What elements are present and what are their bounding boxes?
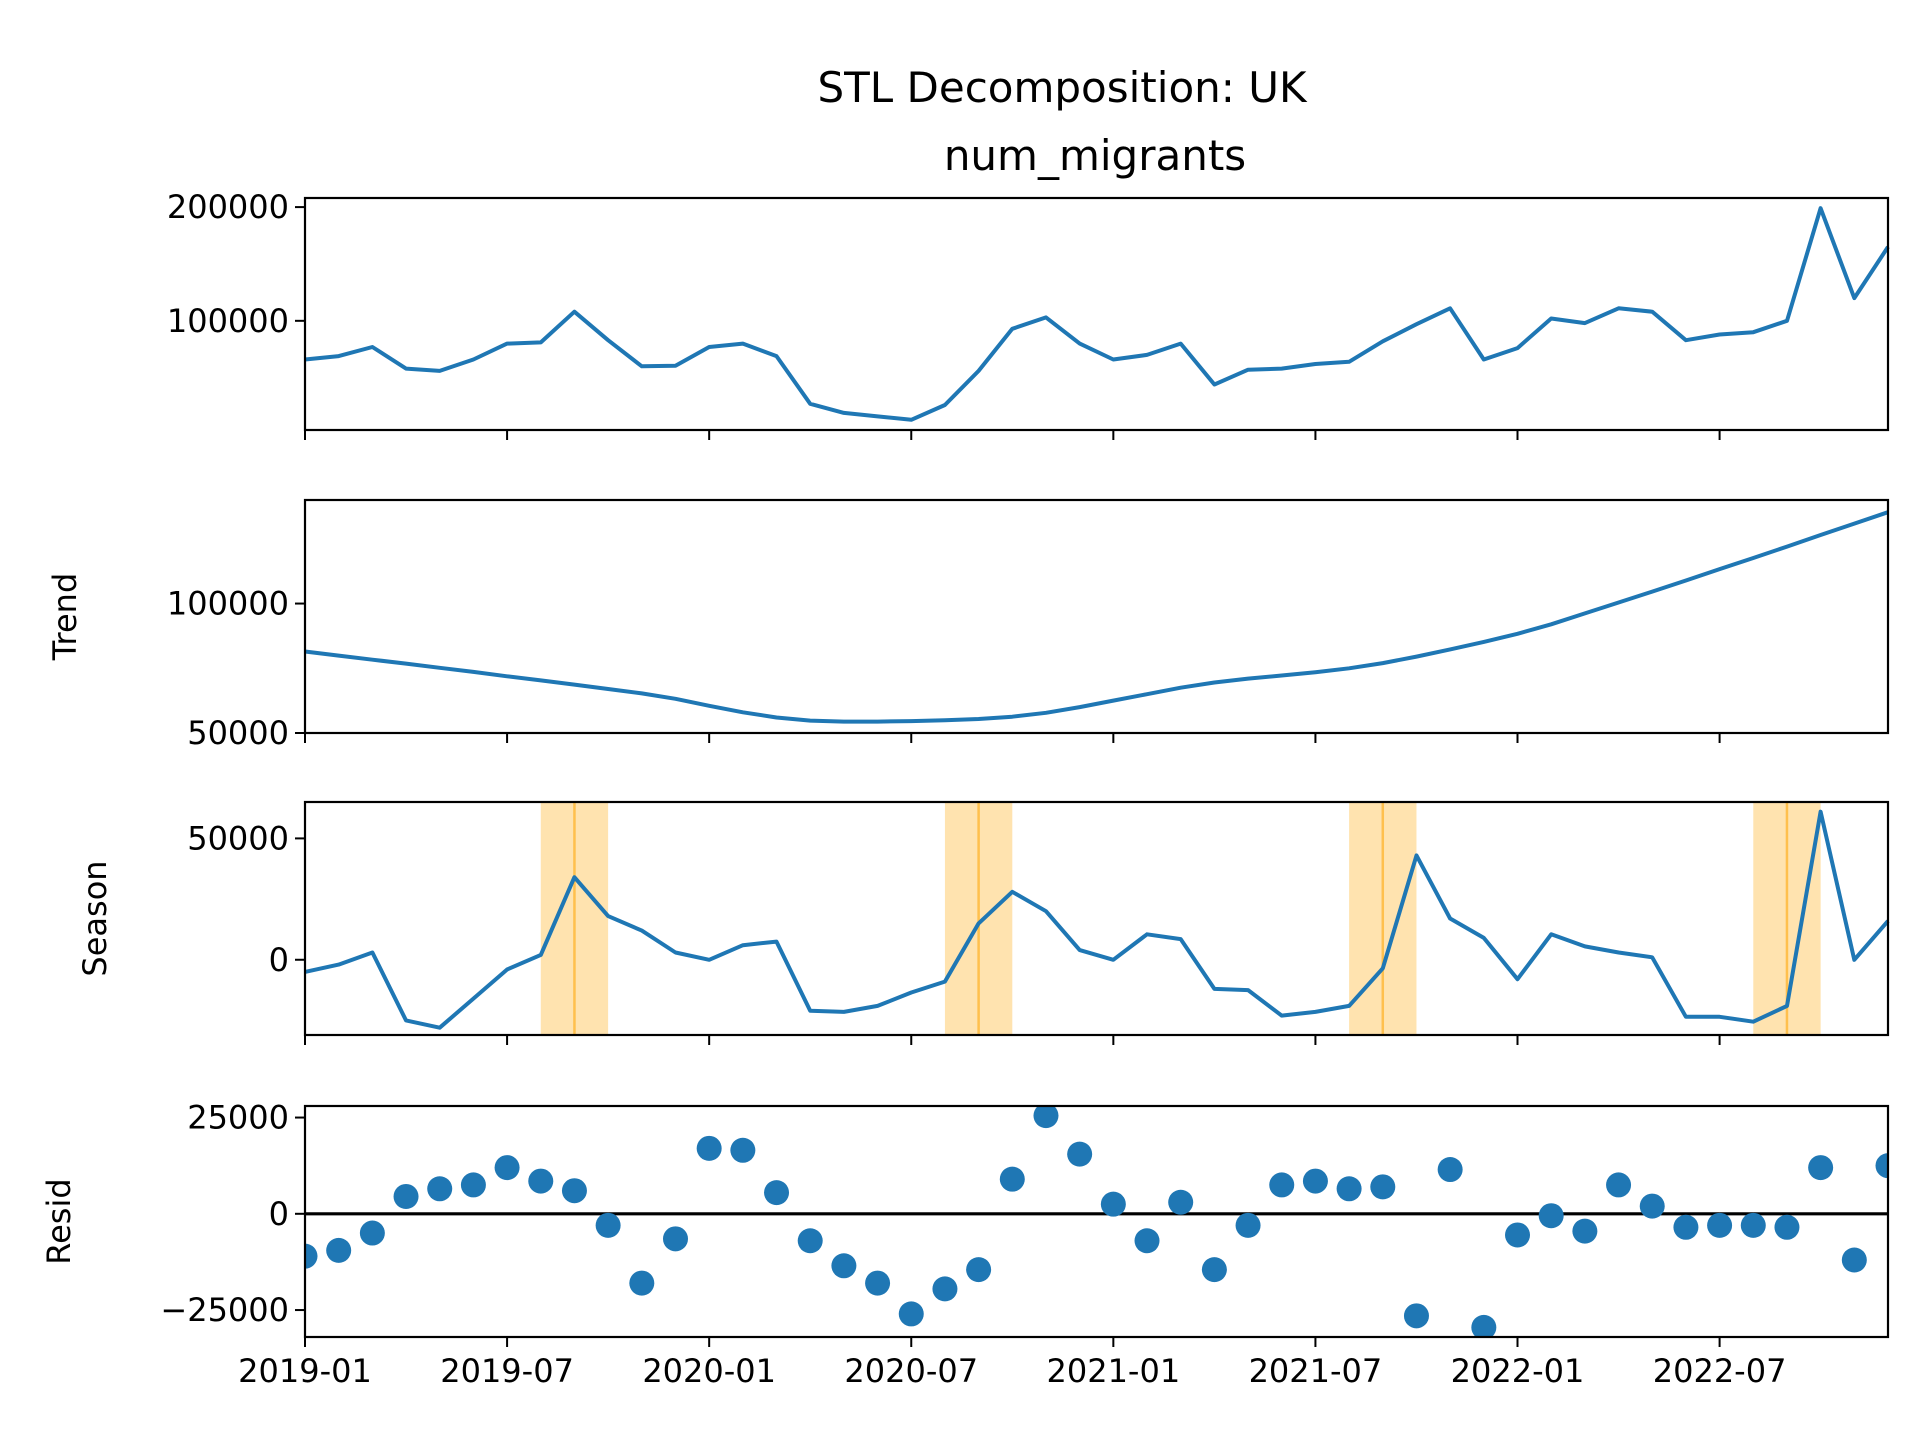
panel-resid: −25000 0 25000 Resid 2019-01 2019-07 2020-01 20…: [40, 1099, 1890, 1390]
resid-point: [1437, 1157, 1463, 1183]
resid-point: [1673, 1214, 1699, 1240]
resid-point: [1841, 1247, 1867, 1273]
panels: 100000 200000 50000 100000 Trend 0 50000 Season…: [40, 188, 1890, 1390]
observed-series-line: [304, 206, 1890, 422]
y-tick-label: −25000: [160, 1291, 289, 1329]
resid-point: [966, 1257, 992, 1283]
resid-point: [561, 1178, 587, 1204]
resid-point: [1269, 1172, 1295, 1198]
resid-point: [1606, 1172, 1632, 1198]
y-axis-label: Season: [76, 860, 114, 976]
resid-point: [1875, 1153, 1888, 1179]
season-series-line: [304, 809, 1890, 1030]
y-tick-label: 50000: [187, 819, 289, 857]
resid-point: [1201, 1257, 1227, 1283]
resid-point: [831, 1253, 857, 1279]
x-tick-label: 2021-07: [1249, 1352, 1383, 1390]
x-tick-label: 2022-01: [1451, 1352, 1585, 1390]
x-tick-label: 2020-01: [642, 1352, 776, 1390]
panel-trend: 50000 100000 Trend: [46, 498, 1890, 752]
resid-point: [662, 1226, 688, 1252]
panel-frame: [303, 1104, 1890, 1339]
panel-observed: 100000 200000: [167, 188, 1890, 440]
resid-point: [528, 1168, 554, 1194]
x-tick-label: 2019-07: [440, 1352, 574, 1390]
resid-point: [1100, 1191, 1126, 1217]
resid-point: [696, 1135, 722, 1161]
resid-point: [393, 1183, 419, 1209]
resid-point: [1639, 1193, 1665, 1219]
resid-point: [1302, 1168, 1328, 1194]
x-tick-label: 2020-07: [844, 1352, 978, 1390]
resid-point: [1471, 1314, 1497, 1337]
x-tick-label: 2022-07: [1653, 1352, 1787, 1390]
resid-point: [1774, 1214, 1800, 1240]
resid-point: [494, 1155, 520, 1181]
resid-point: [629, 1270, 655, 1296]
x-tick-label: 2021-01: [1046, 1352, 1180, 1390]
resid-point: [427, 1176, 453, 1202]
resid-points: [305, 1106, 1888, 1337]
resid-point: [999, 1166, 1025, 1192]
resid-point: [1067, 1141, 1093, 1167]
resid-point: [1740, 1212, 1766, 1238]
resid-point: [898, 1301, 924, 1327]
panel-frame: [303, 498, 1890, 735]
resid-point: [1505, 1222, 1531, 1248]
resid-point: [359, 1220, 385, 1246]
resid-point: [764, 1180, 790, 1206]
chart-title: STL Decomposition: UK: [817, 63, 1308, 112]
y-tick-label: 200000: [167, 188, 289, 226]
y-tick-label: 50000: [187, 714, 289, 752]
panel-frame: [303, 800, 1890, 1037]
resid-point: [1033, 1106, 1059, 1129]
y-tick-label: 25000: [187, 1099, 289, 1137]
resid-point: [1707, 1212, 1733, 1238]
resid-point: [1235, 1212, 1261, 1238]
resid-point: [1403, 1303, 1429, 1329]
resid-point: [797, 1228, 823, 1254]
panel-frame: [303, 196, 1890, 432]
resid-point: [730, 1137, 756, 1163]
resid-point: [460, 1172, 486, 1198]
chart-subtitle: num_migrants: [944, 131, 1246, 180]
resid-point: [595, 1212, 621, 1238]
resid-point: [305, 1243, 318, 1269]
trend-series-line: [304, 510, 1889, 724]
resid-point: [1168, 1189, 1194, 1215]
y-tick-label: 0: [269, 941, 289, 979]
resid-point: [1134, 1228, 1160, 1254]
resid-point: [1336, 1176, 1362, 1202]
resid-point: [865, 1270, 891, 1296]
resid-point: [1808, 1155, 1834, 1181]
y-tick-label: 0: [269, 1195, 289, 1233]
resid-point: [1370, 1174, 1396, 1200]
y-axis-label: Resid: [40, 1178, 78, 1264]
y-tick-label: 100000: [167, 585, 289, 623]
resid-point: [1538, 1203, 1564, 1229]
resid-point: [932, 1276, 958, 1302]
panel-season: 0 50000 Season: [76, 800, 1890, 1045]
y-tick-label: 100000: [167, 302, 289, 340]
y-axis-label: Trend: [46, 573, 84, 662]
resid-point: [1572, 1218, 1598, 1244]
resid-point: [326, 1237, 352, 1263]
x-tick-label: 2019-01: [238, 1352, 372, 1390]
